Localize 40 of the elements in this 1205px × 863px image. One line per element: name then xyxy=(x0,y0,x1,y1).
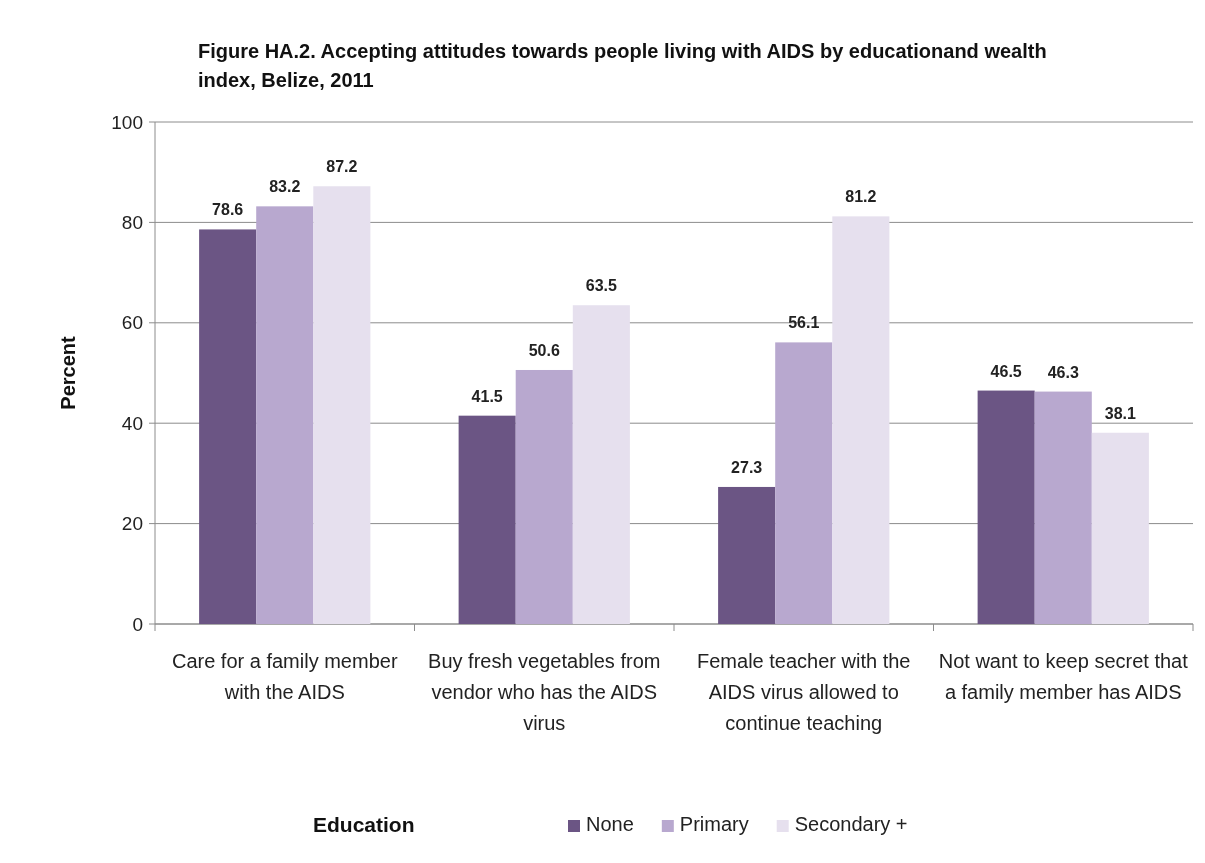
data-label: 50.6 xyxy=(528,341,560,359)
legend-title: Education xyxy=(313,813,415,836)
bar xyxy=(775,342,833,624)
x-tick-label: Female teacher with the AIDS virus allowed to continue teaching xyxy=(697,650,911,734)
y-tick-label: 40 xyxy=(121,412,143,434)
legend-label: None xyxy=(586,813,634,835)
data-label: 46.5 xyxy=(990,362,1022,380)
bar xyxy=(832,216,890,624)
data-label: 41.5 xyxy=(471,387,503,405)
bar xyxy=(572,305,630,624)
x-tick-label: Not want to keep secret that a family member has AIDS xyxy=(938,650,1189,703)
data-label: 81.2 xyxy=(845,188,877,206)
data-label: 38.1 xyxy=(1104,404,1137,422)
data-label: 63.5 xyxy=(585,277,618,295)
data-label: 78.6 xyxy=(212,201,244,219)
bar xyxy=(458,415,516,624)
data-label: 83.2 xyxy=(269,178,301,196)
y-tick-label: 80 xyxy=(121,212,143,234)
y-tick-label: 60 xyxy=(121,312,143,334)
x-tick-label: Care for a family member with the AIDS xyxy=(171,650,398,703)
chart-title: Figure HA.2. Accepting attitudes towards people living with AIDS by educationand wealth index, Belize, 2011 xyxy=(198,40,1047,91)
bar xyxy=(1034,391,1092,624)
legend-label: Secondary + xyxy=(794,813,908,835)
data-label: 56.1 xyxy=(788,314,820,332)
bar xyxy=(256,206,314,624)
bar xyxy=(977,390,1035,624)
y-axis-title: Percent xyxy=(57,335,79,410)
y-tick-label: 100 xyxy=(111,111,143,133)
y-tick-label: 20 xyxy=(121,513,143,535)
bar xyxy=(1091,432,1149,624)
legend-label: Primary xyxy=(679,813,749,835)
bar xyxy=(313,186,371,624)
x-tick-label: Buy fresh vegetables from vendor who has the AIDS virus xyxy=(428,650,661,734)
bar xyxy=(515,369,573,624)
y-tick-label: 0 xyxy=(132,613,143,635)
data-label: 46.3 xyxy=(1047,363,1079,381)
data-label: 27.3 xyxy=(731,458,763,476)
bar xyxy=(718,486,776,624)
bar xyxy=(199,229,257,624)
data-label: 87.2 xyxy=(326,158,358,176)
